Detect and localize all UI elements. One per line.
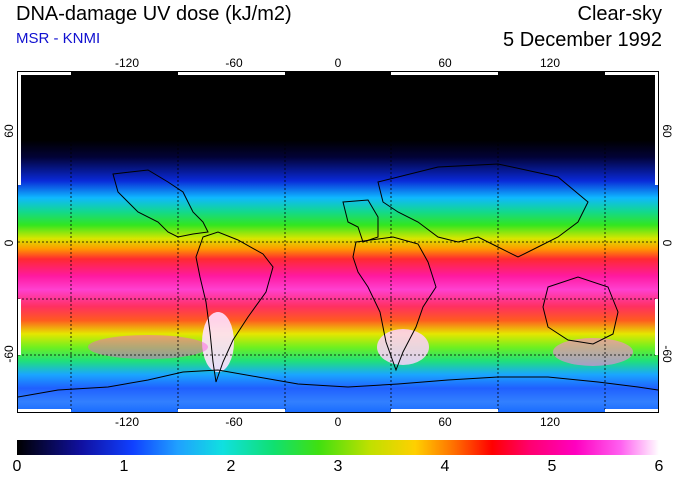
lon-tick-bottom-minus60: -60 xyxy=(225,415,243,429)
colorbar-tick-1: 1 xyxy=(119,458,129,475)
australia-outline xyxy=(542,276,619,345)
lat-tick-left-60: 60 xyxy=(2,124,16,138)
south-america-hotspot xyxy=(202,312,234,372)
uv-dose-map xyxy=(17,71,659,413)
lon-tick-top-minus120: -120 xyxy=(114,56,140,70)
north-america-outline xyxy=(112,169,209,238)
lon-tick-top-120: 120 xyxy=(539,56,561,70)
lat-tick-left-minus60: -60 xyxy=(2,345,16,363)
asia-outline xyxy=(377,163,589,258)
lat-tick-right-minus60: -60 xyxy=(660,345,674,363)
australia-hotspot xyxy=(553,338,633,366)
africa-hotspot xyxy=(377,329,429,365)
lat-tick-right-60: 60 xyxy=(660,124,674,138)
sky-condition: Clear-sky xyxy=(577,3,662,25)
lon-tick-top-minus60: -60 xyxy=(225,56,243,70)
africa-outline xyxy=(352,236,437,372)
lon-tick-bottom-60: 60 xyxy=(438,415,452,429)
colorbar-tick-3: 3 xyxy=(333,458,343,475)
chart-title: DNA-damage UV dose (kJ/m2) xyxy=(16,3,292,25)
colorbar-tick-6: 6 xyxy=(654,458,664,475)
colorbar-tick-4: 4 xyxy=(440,458,450,475)
europe-outline xyxy=(342,199,379,243)
coastlines xyxy=(18,163,658,398)
frame-ticks xyxy=(18,72,658,412)
map-overlay xyxy=(18,72,658,412)
lon-tick-bottom-minus120: -120 xyxy=(114,415,140,429)
lon-tick-bottom-120: 120 xyxy=(539,415,561,429)
colorbar-tick-5: 5 xyxy=(547,458,557,475)
lon-tick-bottom-0: 0 xyxy=(334,415,342,429)
south-america-outline xyxy=(195,231,274,383)
data-source: MSR - KNMI xyxy=(16,30,101,47)
lat-tick-right-0: 0 xyxy=(660,239,674,247)
colorbar-tick-2: 2 xyxy=(226,458,236,475)
map-date: 5 December 1992 xyxy=(503,29,662,51)
lon-tick-top-60: 60 xyxy=(438,56,452,70)
colorbar-tick-0: 0 xyxy=(12,458,22,475)
antarctica-outline xyxy=(18,369,658,398)
lat-tick-left-0: 0 xyxy=(2,239,16,247)
lon-tick-top-0: 0 xyxy=(334,56,342,70)
uv-colorbar xyxy=(17,440,659,455)
graticule xyxy=(18,72,658,412)
